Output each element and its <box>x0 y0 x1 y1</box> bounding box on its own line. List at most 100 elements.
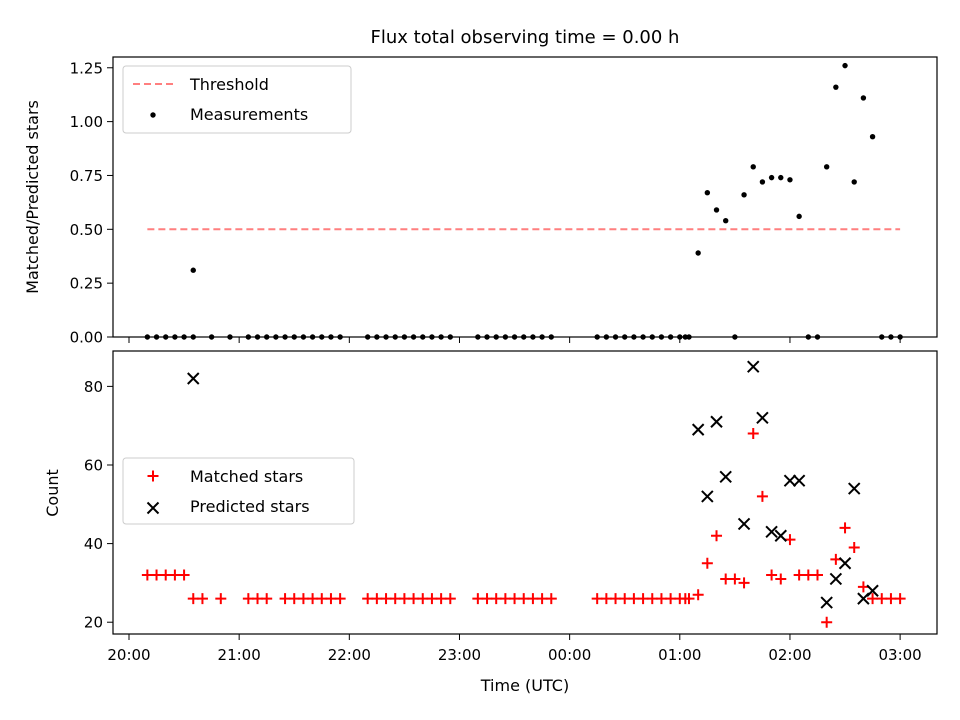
matched-star-point <box>408 593 420 605</box>
measurement-point <box>869 133 876 140</box>
matched-star-point <box>894 593 906 605</box>
x-tick-label: 23:00 <box>438 646 481 664</box>
predicted-star-point <box>691 423 705 436</box>
y-tick-label: 60 <box>84 456 103 474</box>
bottom-plot-marks <box>141 360 906 628</box>
measurement-point <box>695 250 701 256</box>
matched-star-point <box>261 593 273 605</box>
matched-star-point <box>151 569 163 581</box>
matched-legend-swatch <box>147 470 159 482</box>
y-tick-label: 0.00 <box>70 329 103 347</box>
y-tick-label: 0.25 <box>70 275 103 293</box>
matched-star-point <box>867 593 879 605</box>
matched-star-point <box>600 593 612 605</box>
predicted-star-point <box>756 411 769 425</box>
measurement-point <box>842 62 848 69</box>
top-plot-ylabel: Matched/Predicted stars <box>23 100 42 294</box>
predicted-star-point <box>765 525 778 539</box>
predicted-star-point <box>866 584 879 597</box>
measurement-point <box>768 174 775 181</box>
measurements-legend-swatch <box>150 112 156 118</box>
matched-star-point <box>665 593 677 605</box>
top-legend: Threshold Measurements <box>122 65 352 134</box>
matched-star-point <box>655 593 667 605</box>
matched-star-point <box>178 569 190 581</box>
matched-star-point <box>490 593 502 605</box>
top-plot: 0.00 0.25 0.50 0.75 1.00 1.25 Matched/Predict… <box>23 56 938 347</box>
top-plot-frame <box>112 56 938 338</box>
predicted-star-point <box>848 482 861 495</box>
matched-star-point <box>756 490 768 502</box>
bottom-plot-ylabel: Count <box>43 469 62 517</box>
y-tick-label: 1.25 <box>70 59 103 77</box>
bottom-plot: 20 40 60 80 20:00 21:00 22:00 23:00 00:00 01:00 02… <box>43 350 938 695</box>
matched-star-point <box>628 593 640 605</box>
y-tick-label: 40 <box>84 535 103 553</box>
matched-star-point <box>196 593 208 605</box>
matched-star-point <box>729 573 741 585</box>
matched-star-point <box>839 522 851 534</box>
predicted-star-point <box>820 596 833 609</box>
figure-title: Flux total observing time = 0.00 h <box>371 27 680 48</box>
matched-star-point <box>692 589 704 601</box>
bottom-legend-box <box>122 457 355 525</box>
matched-star-point <box>472 593 484 605</box>
predicted-legend-swatch <box>146 501 160 515</box>
measurement-point <box>759 179 766 185</box>
measurement-point <box>704 189 711 196</box>
y-tick-label: 0.50 <box>70 221 103 239</box>
matched-star-point <box>444 593 456 605</box>
matched-star-point <box>398 593 410 605</box>
predicted-star-point <box>737 517 751 531</box>
matched-star-point <box>389 593 401 605</box>
bottom-plot-frame <box>112 350 938 635</box>
matched-star-point <box>536 593 548 605</box>
matched-star-point <box>646 593 658 605</box>
bottom-plot-axes: 20 40 60 80 20:00 21:00 22:00 23:00 00:00 01:00 02… <box>84 378 922 664</box>
matched-star-point <box>527 593 539 605</box>
measurement-point <box>723 217 729 224</box>
matched-star-point <box>252 593 264 605</box>
matched-star-point <box>215 593 227 605</box>
measurement-point <box>713 207 720 213</box>
bottom-legend: Matched stars Predicted stars <box>122 457 355 525</box>
matched-star-point <box>380 593 392 605</box>
matched-star-point <box>499 593 511 605</box>
y-tick-label: 0.75 <box>70 167 103 185</box>
matched-star-point <box>307 593 319 605</box>
matched-star-point <box>417 593 429 605</box>
predicted-star-point <box>838 557 852 570</box>
matched-star-point <box>701 557 713 569</box>
measurements-legend-label: Measurements <box>190 105 308 124</box>
measurement-point <box>741 192 747 198</box>
predicted-star-point <box>701 490 714 503</box>
matched-star-point <box>619 593 631 605</box>
threshold-legend-label: Threshold <box>189 75 269 94</box>
matched-star-point <box>821 616 833 628</box>
matched-star-point <box>637 593 649 605</box>
x-tick-label: 01:00 <box>658 646 701 664</box>
predicted-legend-label: Predicted stars <box>190 497 310 516</box>
matched-star-point <box>857 581 869 593</box>
matched-star-point <box>876 593 888 605</box>
matched-star-point <box>848 542 860 554</box>
matched-star-point <box>362 593 374 605</box>
matched-star-point <box>766 569 778 581</box>
predicted-star-point <box>747 360 760 373</box>
matched-star-point <box>610 593 622 605</box>
matched-star-point <box>279 593 291 605</box>
matched-star-point <box>509 593 521 605</box>
x-tick-label: 02:00 <box>768 646 811 664</box>
matched-star-point <box>297 593 309 605</box>
matched-legend-label: Matched stars <box>190 467 303 486</box>
y-tick-label: 1.00 <box>70 113 103 131</box>
matched-star-point <box>591 593 603 605</box>
predicted-star-point <box>792 474 806 487</box>
predicted-star-point <box>829 572 843 586</box>
matched-star-point <box>518 593 530 605</box>
matched-star-point <box>316 593 328 605</box>
measurement-point <box>860 95 867 101</box>
x-tick-label: 03:00 <box>879 646 922 664</box>
matched-star-point <box>720 573 732 585</box>
